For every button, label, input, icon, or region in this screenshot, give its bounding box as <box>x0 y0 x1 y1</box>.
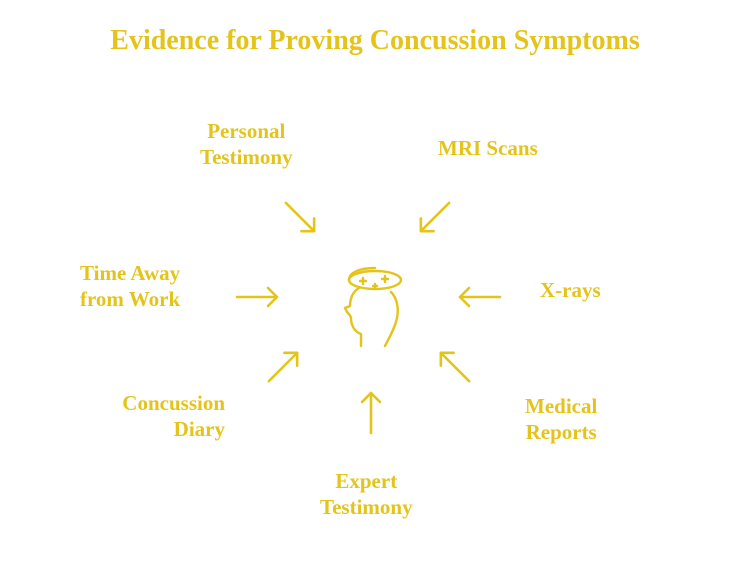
node-label-personal-testimony: Personal Testimony <box>200 118 293 171</box>
node-label-time-away: Time Away from Work <box>80 260 180 313</box>
arrow-personal-testimony <box>275 192 325 242</box>
node-label-xrays: X-rays <box>540 277 601 303</box>
node-label-medical-reports: Medical Reports <box>525 393 597 446</box>
dizzy-head-icon <box>335 258 415 348</box>
arrow-xrays <box>455 272 505 322</box>
node-label-concussion-diary: Concussion Diary <box>105 390 225 443</box>
node-label-mri-scans: MRI Scans <box>438 135 538 161</box>
page-title: Evidence for Proving Concussion Symptoms <box>0 25 750 57</box>
arrow-mri-scans <box>410 192 460 242</box>
arrow-time-away <box>232 272 282 322</box>
arrow-expert-testimony <box>346 388 396 438</box>
arrow-medical-reports <box>430 342 480 392</box>
node-label-expert-testimony: Expert Testimony <box>320 468 413 521</box>
arrow-concussion-diary <box>258 342 308 392</box>
